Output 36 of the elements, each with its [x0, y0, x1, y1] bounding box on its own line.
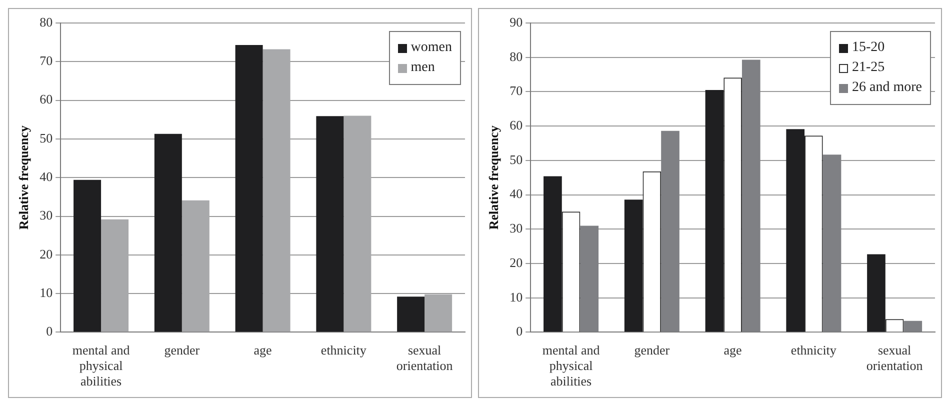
- legend-label: 26 and more: [852, 80, 922, 96]
- legend-label: 15-20: [852, 40, 885, 56]
- y-tick-label: 0: [46, 324, 53, 339]
- y-tick-label: 80: [40, 14, 53, 30]
- y-tick-label: 50: [510, 152, 523, 167]
- y-axis-title: Relative frequency: [486, 125, 502, 230]
- y-tick-label: 40: [510, 186, 523, 202]
- y-tick-label: 30: [40, 208, 53, 223]
- y-tick-label: 60: [40, 92, 53, 107]
- y-axis-title: Relative frequency: [16, 125, 32, 230]
- legend-label: women: [410, 40, 452, 56]
- y-tick-label: 70: [40, 53, 53, 68]
- x-tick-label: age: [724, 342, 742, 358]
- y-tick-label: 20: [510, 254, 523, 270]
- y-tick-label: 0: [516, 324, 523, 339]
- y-tick-label: 30: [510, 220, 523, 236]
- y-tick-label: 80: [510, 48, 523, 64]
- y-tick-label: 10: [510, 289, 523, 304]
- y-tick-label: 50: [40, 130, 53, 146]
- x-tick-label: mental and physical abilities: [542, 342, 600, 389]
- y-tick-label: 90: [510, 14, 523, 30]
- legend-label: men: [410, 60, 435, 76]
- x-tick-label: mental and physical abilities: [72, 342, 130, 389]
- y-tick-label: 20: [40, 246, 53, 262]
- y-tick-label: 60: [510, 117, 523, 132]
- y-tick-label: 70: [510, 83, 523, 98]
- x-tick-label: sexual orientation: [396, 342, 454, 374]
- x-tick-label: ethnicity: [790, 342, 837, 358]
- x-tick-label: ethnicity: [320, 342, 367, 358]
- x-tick-label: gender: [634, 342, 670, 358]
- x-tick-label: age: [254, 342, 272, 358]
- x-tick-label: gender: [164, 342, 200, 358]
- x-tick-label: sexual orientation: [866, 342, 924, 374]
- y-tick-label: 40: [40, 169, 53, 184]
- legend-label: 21-25: [852, 60, 885, 76]
- y-tick-label: 10: [40, 284, 53, 300]
